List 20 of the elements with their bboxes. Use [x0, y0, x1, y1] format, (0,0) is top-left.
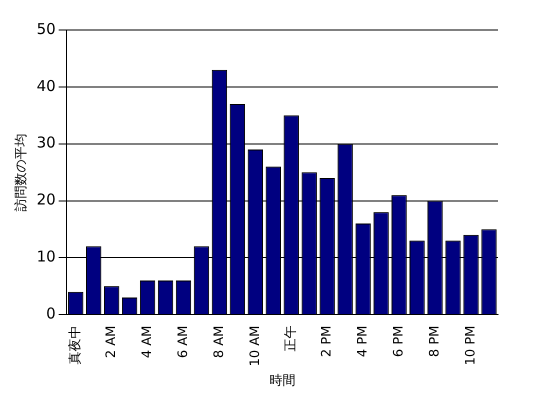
- x-tick-label: 8 PM: [427, 326, 442, 358]
- x-tick-label: 4 AM: [140, 326, 155, 358]
- x-tick-label: 2 PM: [320, 326, 335, 358]
- x-tick-label: 10 PM: [463, 326, 478, 366]
- x-tick-label: 8 AM: [212, 326, 227, 358]
- x-tick-label: 6 PM: [392, 326, 407, 358]
- y-tick-label: 20: [36, 190, 56, 209]
- x-tick-label: 4 PM: [356, 326, 371, 358]
- x-tick-label: 10 AM: [248, 326, 263, 366]
- x-tick-label: 6 AM: [176, 326, 191, 358]
- y-tick-label: 40: [36, 76, 56, 95]
- x-axis-title: 時間: [269, 374, 296, 389]
- y-axis-title: 訪問数の平均: [14, 133, 30, 212]
- y-tick-label: 50: [36, 20, 56, 38]
- x-tick-label: 真夜中: [67, 326, 84, 365]
- x-tick-label: 2 AM: [104, 326, 119, 358]
- y-tick-label: 0: [46, 304, 56, 323]
- x-tick-label: 正午: [284, 326, 299, 352]
- y-tick-label: 10: [36, 248, 56, 266]
- y-tick-label: 30: [36, 134, 56, 152]
